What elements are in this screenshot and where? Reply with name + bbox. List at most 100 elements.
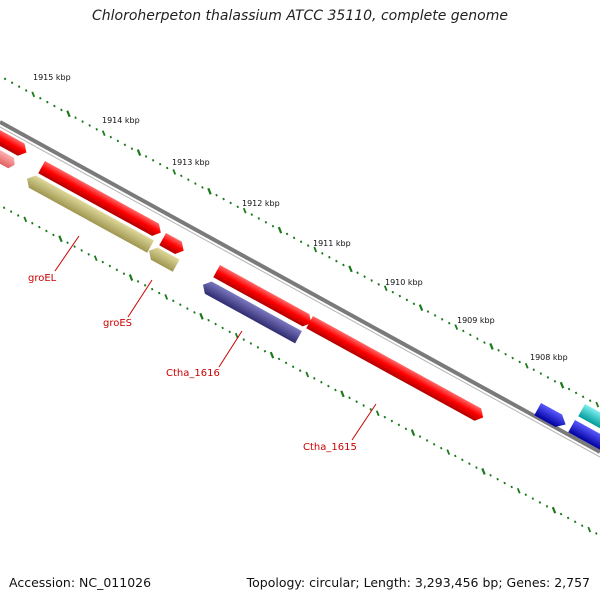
scale-tick (269, 351, 275, 359)
scale-tick (412, 302, 416, 306)
scale-tick (334, 388, 337, 392)
gene-arrow[interactable] (159, 233, 187, 257)
scale-tick (327, 384, 330, 388)
scale-tick (335, 259, 338, 263)
scale-tick (88, 124, 91, 127)
scale-tick (144, 155, 148, 158)
scale-tick (551, 506, 557, 514)
scale-tick (17, 85, 21, 88)
scale-tick (116, 139, 120, 143)
scale-tick (532, 368, 536, 372)
scale-tick (595, 532, 598, 535)
scale-tick (222, 197, 225, 201)
scale-tick (256, 346, 260, 349)
scale-tick (172, 169, 177, 175)
scale-tick (66, 241, 69, 244)
scale-tick (80, 249, 83, 252)
scale-tick (348, 396, 351, 400)
scale-tick (284, 361, 288, 365)
scale-tick (573, 520, 577, 524)
gene-arrow[interactable] (38, 161, 164, 239)
scale-tick (81, 120, 84, 123)
scale-tick (504, 352, 507, 356)
gene-arrow[interactable] (534, 403, 569, 431)
scale-tick (66, 110, 71, 118)
scale-tick (38, 225, 41, 229)
scale-tick (298, 369, 302, 372)
scale-tick (45, 229, 48, 233)
scale-tick (404, 427, 408, 431)
gene-arrow-Ctha_1616[interactable] (200, 279, 302, 344)
scale-tick (122, 272, 126, 276)
scale-tick (3, 77, 7, 81)
scale-label: 1908 kbp (530, 353, 568, 362)
scale-tick (553, 379, 557, 383)
scale-tick (588, 399, 592, 403)
scale-tick (74, 116, 77, 119)
scale-tick (454, 454, 457, 458)
scale-tick (214, 322, 217, 326)
scale-tick (306, 244, 310, 247)
scale-tick (93, 255, 98, 261)
scale-tick (164, 294, 169, 300)
scale-label: 1913 kbp (172, 158, 210, 167)
scale-tick (433, 314, 437, 317)
scale-tick (53, 104, 56, 108)
scale-tick (128, 274, 134, 281)
scale-tick (31, 221, 34, 225)
scale-label: 1909 kbp (457, 316, 495, 325)
scale-tick (321, 252, 324, 255)
scale-tick (58, 235, 63, 243)
gene-arrow-groES[interactable] (146, 245, 180, 272)
scale-tick (101, 130, 106, 136)
scale-tick (179, 303, 182, 307)
outer-scale-ticks (3, 77, 600, 408)
gene-arrow-groEL[interactable] (24, 173, 154, 253)
scale-tick (377, 283, 380, 286)
scale-tick (180, 174, 183, 178)
scale-tick (299, 240, 303, 244)
scale-tick (115, 268, 119, 272)
scale-tick (370, 279, 373, 282)
gene-arrow[interactable] (0, 147, 18, 171)
gene-arrow[interactable] (0, 127, 30, 159)
scale-tick (462, 329, 465, 333)
scale-tick (447, 321, 451, 325)
inner-scale-ticks (2, 206, 598, 535)
scale-tick (559, 381, 565, 389)
gene-label-Ctha_1616: Ctha_1616 (166, 368, 220, 379)
scale-tick (39, 96, 42, 100)
scale-tick (172, 299, 175, 303)
scale-tick (580, 524, 584, 528)
map-title: Chloroherpeton thalassium ATCC 35110, co… (92, 8, 508, 24)
gene-arrow[interactable] (213, 265, 314, 329)
scale-tick (510, 485, 513, 489)
scale-tick (595, 401, 600, 408)
scale-tick (186, 307, 189, 310)
scale-tick (123, 143, 127, 147)
gene-arrow[interactable] (578, 404, 600, 431)
scale-tick (165, 166, 169, 170)
scale-tick (292, 236, 296, 240)
scale-tick (285, 232, 289, 236)
gene-arrow-Ctha_1615[interactable] (306, 316, 486, 424)
scale-tick (439, 446, 443, 450)
scale-tick (539, 372, 543, 375)
scale-tick (375, 410, 380, 417)
scale-tick (130, 147, 134, 151)
scale-tick (581, 395, 585, 399)
scale-label: 1915 kbp (33, 73, 71, 82)
scale-tick (503, 481, 506, 485)
scale-tick (320, 380, 323, 384)
scale-tick (23, 216, 28, 223)
scale-tick (52, 233, 55, 237)
scale-tick (101, 260, 105, 264)
scale-tick (398, 294, 402, 298)
scale-tick (236, 205, 239, 209)
scale-tick (489, 473, 492, 477)
scale-tick (469, 333, 472, 337)
scale-tick (355, 400, 358, 403)
scale-tick (229, 201, 232, 205)
scale-tick (136, 280, 140, 283)
